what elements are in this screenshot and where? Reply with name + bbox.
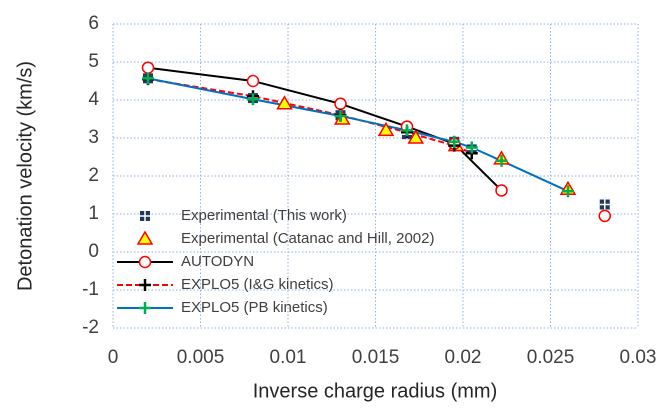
marker — [448, 135, 461, 148]
y-tick-label: -2 — [82, 317, 99, 338]
legend-label: AUTODYN — [181, 253, 254, 270]
y-axis-label: Detonation velocity (km/s) — [14, 61, 36, 291]
marker — [495, 154, 508, 167]
x-tick-label: 0.025 — [527, 347, 575, 368]
marker-cross — [140, 211, 150, 221]
y-tick-label: 4 — [88, 89, 99, 110]
y-tick-label: 2 — [88, 165, 99, 186]
y-tick-label: 5 — [88, 51, 99, 72]
marker — [562, 185, 574, 198]
y-tick-label: 3 — [88, 127, 99, 148]
x-tick-label: 0.01 — [270, 347, 307, 368]
marker — [401, 124, 413, 137]
legend-marker — [136, 230, 154, 245]
marker — [465, 141, 478, 154]
x-tick-label: 0.02 — [445, 347, 482, 368]
marker — [599, 199, 610, 210]
legend-marker — [138, 255, 152, 269]
legend-label: EXPLO5 (I&G kinetics) — [181, 276, 334, 293]
x-tick-label: 0 — [108, 347, 119, 368]
legend-marker — [139, 302, 151, 314]
marker — [334, 109, 347, 122]
x-tick-label: 0.015 — [352, 347, 400, 368]
marker — [246, 74, 260, 88]
y-tick-label: 6 — [88, 13, 99, 34]
legend-label: Experimental (This work) — [181, 207, 347, 224]
y-tick-label: -1 — [82, 279, 99, 300]
x-tick-label: 0.03 — [620, 347, 657, 368]
marker — [276, 95, 293, 110]
legend-label: Experimental (Catanac and Hill, 2002) — [181, 230, 434, 247]
legend-label: EXPLO5 (PB kinetics) — [181, 299, 328, 316]
x-tick-label: 0.005 — [177, 347, 225, 368]
marker — [334, 97, 347, 111]
legend-marker — [140, 211, 150, 221]
y-tick-label: 1 — [88, 203, 99, 224]
series-line — [148, 68, 605, 216]
marker — [495, 184, 508, 197]
marker — [247, 93, 259, 106]
x-axis-label: Inverse charge radius (mm) — [253, 380, 498, 402]
marker-cross — [599, 199, 610, 210]
marker — [141, 61, 155, 74]
marker — [407, 129, 425, 144]
marker — [377, 121, 395, 137]
marker — [142, 72, 154, 85]
marker — [333, 110, 351, 125]
marker — [598, 209, 611, 223]
series-line — [147, 78, 473, 155]
legend-marker — [139, 279, 151, 291]
y-tick-label: 0 — [88, 241, 99, 262]
series-line — [147, 77, 569, 193]
